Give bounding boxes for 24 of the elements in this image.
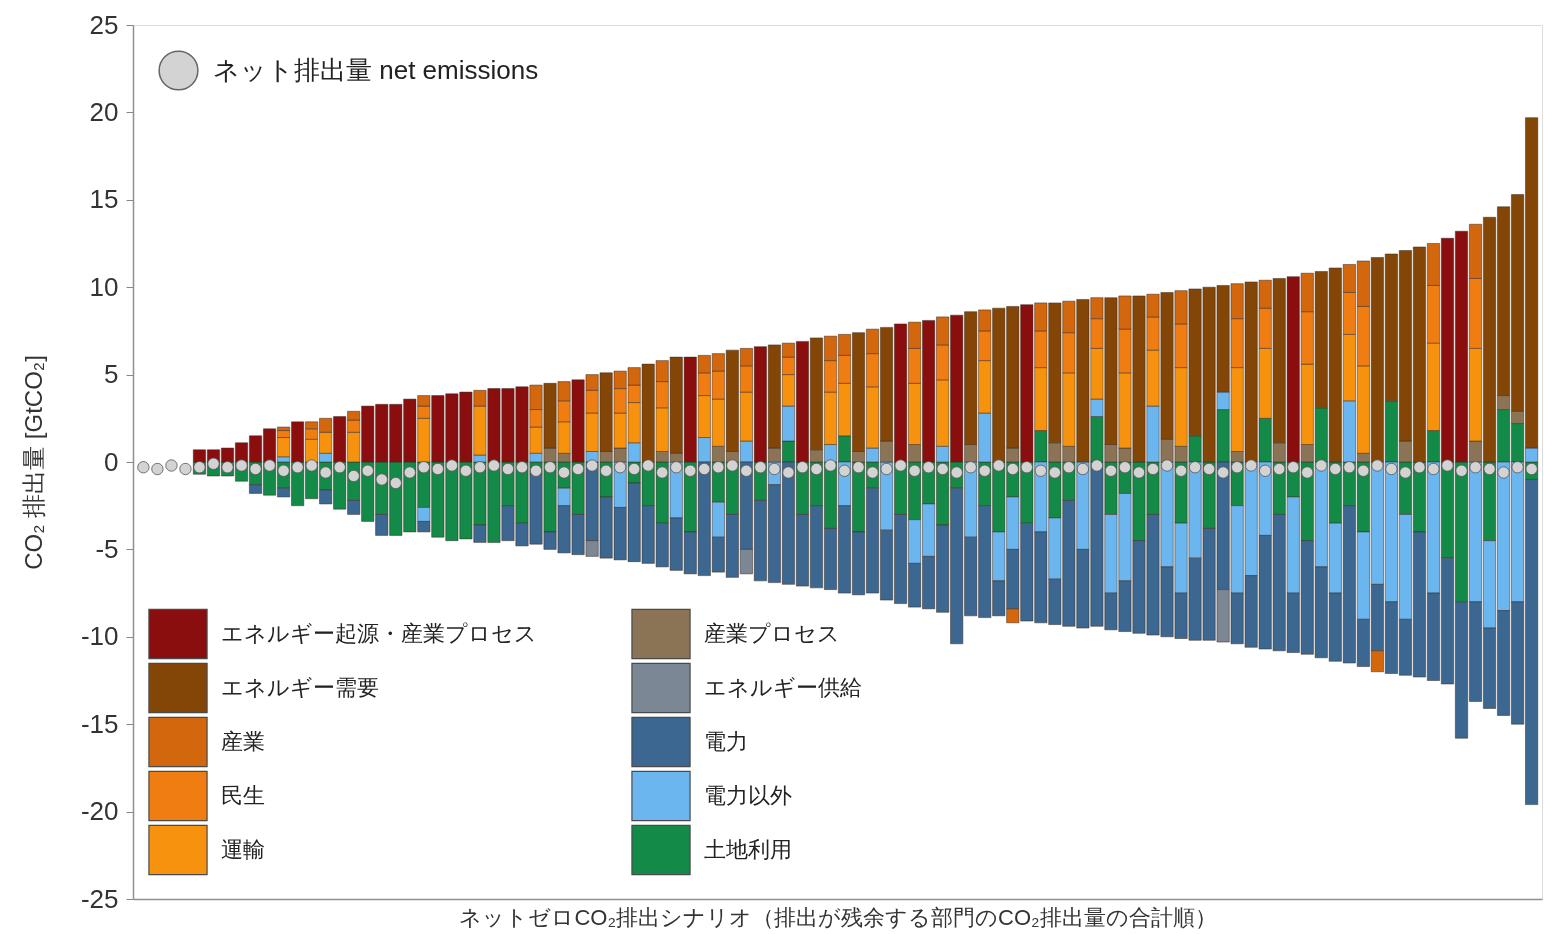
y-tick-label: -15 <box>80 708 119 739</box>
y-tick-label: -5 <box>95 533 119 564</box>
y-axis-title: CO₂ 排出量 [GtCO₂] <box>19 355 47 570</box>
x-axis-title: ネットゼロCO₂排出シナリオ（排出が残余する部門のCO₂排出量の合計順） <box>459 904 1217 930</box>
legend-label: ネット排出量 net emissions <box>213 54 539 85</box>
y-tick-label: -20 <box>80 796 119 827</box>
legend-label: エネルギー起源・産業プロセス <box>221 621 537 646</box>
legend-label: 土地利用 <box>704 837 792 862</box>
legend-label: 産業プロセス <box>704 621 840 646</box>
y-tick-label: -10 <box>80 621 119 652</box>
y-tick-label: 0 <box>104 446 119 477</box>
y-tick-label: 10 <box>89 271 119 302</box>
legend-label: 民生 <box>221 783 265 808</box>
y-tick-label: 15 <box>89 184 119 215</box>
legend-label: 電力以外 <box>704 783 792 808</box>
legend-label: エネルギー供給 <box>704 675 862 700</box>
y-tick-label: 25 <box>89 9 119 40</box>
legend-label: 電力 <box>704 729 748 754</box>
y-tick-label: 5 <box>104 359 119 390</box>
legend-label: エネルギー需要 <box>221 675 379 700</box>
legend-label: 産業 <box>221 729 265 754</box>
legend-label: 運輸 <box>221 837 265 862</box>
y-tick-label: -25 <box>80 883 119 914</box>
y-tick-label: 20 <box>89 96 119 127</box>
